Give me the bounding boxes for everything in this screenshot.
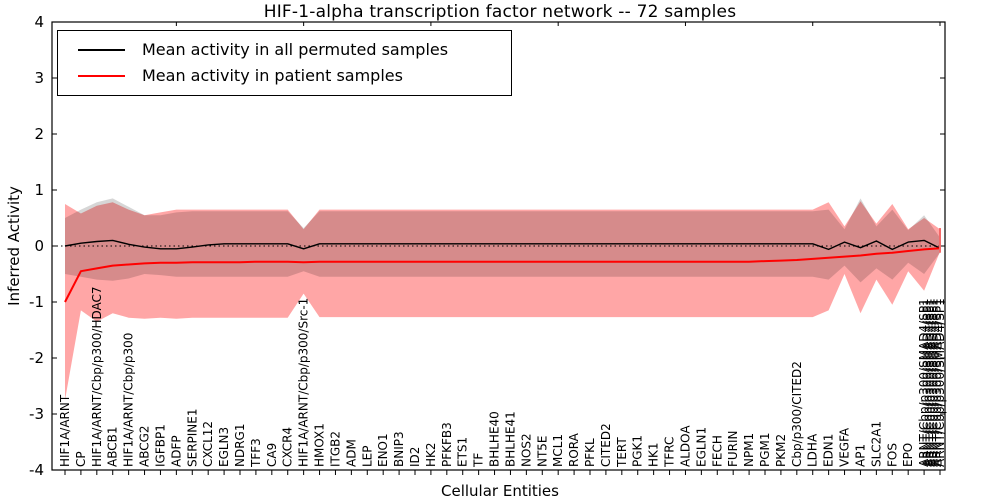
x-tick-label: CXCL12	[201, 421, 215, 467]
x-tick-label: ADM	[344, 439, 358, 467]
x-tick-label: NDRG1	[233, 424, 247, 468]
y-tick-label: -4	[29, 461, 44, 479]
y-tick-label: 1	[34, 181, 44, 199]
y-tick-label: -1	[29, 293, 44, 311]
x-tick-label: CXCR4	[281, 427, 295, 467]
x-tick-label: PFKL	[583, 438, 597, 467]
permuted-mean-line	[64, 239, 941, 251]
x-tick-label: VEGFA	[838, 427, 852, 467]
x-tick-label: TF	[472, 453, 486, 468]
x-tick-label: HMOX1	[313, 423, 327, 467]
y-tick-label: 2	[34, 125, 44, 143]
x-tick-label: CA9	[265, 443, 279, 467]
legend-label: Mean activity in patient samples	[142, 66, 403, 86]
x-tick-label: ALDOA	[678, 425, 692, 467]
x-tick-label: FECH	[710, 435, 724, 467]
chart-title: HIF-1-alpha transcription factor network…	[263, 2, 737, 22]
x-axis-title: Cellular Entities	[441, 482, 559, 500]
x-tick-label: BHLHE41	[503, 411, 517, 467]
x-tick-label: MCL1	[551, 434, 565, 467]
x-tick-label-cluster: ARNT/Cbp/p300/SMAD4/SP1	[933, 298, 947, 467]
x-tick-label-cluster: ARNT/Cbp/p300/SMAD4/SP1	[927, 298, 941, 467]
x-tick-label: BHLHE40	[488, 411, 502, 467]
x-tick-label: HIF1A/ARNT/Cbp/p300	[122, 333, 136, 467]
x-tick-label: LDHA	[806, 433, 820, 467]
x-tick-label: ABCB1	[106, 427, 120, 467]
legend-line-swatch	[78, 48, 125, 51]
x-tick-label: TFRC	[663, 437, 677, 468]
x-tick-label: BNIP3	[392, 431, 406, 467]
x-tick-label: PKM2	[774, 434, 788, 467]
x-tick-label: CP	[74, 451, 88, 467]
x-tick-label: EDN1	[822, 434, 836, 467]
legend-entry-patient: Mean activity in patient samples	[78, 68, 511, 84]
x-tick-label: ITGB2	[328, 431, 342, 467]
x-tick-label: Cbp/p300/CITED2	[790, 361, 804, 467]
x-tick-label: IGFBP1	[153, 424, 167, 467]
x-tick-label: ABCG2	[138, 425, 152, 467]
x-tick-label: EPO	[901, 443, 915, 467]
x-tick-label: PGK1	[631, 435, 645, 467]
x-tick-label: LEP	[360, 445, 374, 467]
x-tick-label: FOS	[885, 443, 899, 467]
x-tick-label: EGLN1	[694, 427, 708, 467]
band-patient-range	[65, 201, 940, 400]
legend-label: Mean activity in all permuted samples	[142, 39, 449, 59]
x-tick-label: HK1	[647, 442, 661, 467]
x-tick-label: NOS2	[519, 433, 533, 467]
x-tick-label: TERT	[615, 437, 629, 468]
x-tick-label: SERPINE1	[185, 408, 199, 467]
x-tick-label: HIF1A/ARNT	[58, 394, 72, 467]
x-tick-label: CITED2	[599, 423, 613, 467]
x-tick-label: ADFP	[169, 435, 183, 467]
y-tick-label: -3	[29, 405, 44, 423]
x-tick-label: RORA	[567, 432, 581, 467]
x-tick-label-cluster: ARNT/Cbp/p300/SMAD4/SP1	[930, 298, 944, 467]
x-tick-label: EGLN3	[217, 427, 231, 467]
y-tick-label: 3	[34, 69, 44, 87]
x-tick-label: PGM1	[758, 432, 772, 467]
x-tick-label: HK2	[424, 442, 438, 467]
legend: Mean activity in all permuted samples Me…	[57, 30, 512, 96]
patient-mean-line	[64, 247, 941, 303]
x-tick-label: SLC2A1	[869, 421, 883, 467]
x-tick-label: NPM1	[742, 433, 756, 467]
x-tick-label: TFF3	[249, 438, 263, 468]
x-tick-label: HIF1A/ARNT/Cbp/p300/Src-1	[297, 298, 311, 467]
x-tick-label: ENO1	[376, 433, 390, 467]
x-tick-label-cluster: ARNT/Cbp/p300/SMAD4/SP1	[917, 298, 931, 467]
x-tick-label: ETS1	[456, 437, 470, 467]
x-tick-label: NT5E	[535, 435, 549, 467]
x-tick-label: AP1	[853, 444, 867, 467]
y-tick-label: 4	[34, 13, 44, 31]
y-axis-title: Inferred Activity	[5, 186, 23, 306]
x-tick-label: HIF1A/ARNT/Cbp/p300/HDAC7	[90, 286, 104, 467]
x-tick-label: FURIN	[726, 430, 740, 467]
x-tick-label: ID2	[408, 447, 422, 467]
legend-entry-permuted: Mean activity in all permuted samples	[78, 39, 511, 59]
y-tick-label: -2	[29, 349, 44, 367]
x-tick-label: PFKFB3	[440, 422, 454, 467]
x-tick-label-cluster: ARNT/Cbp/p300/SMAD4/SP1	[920, 298, 934, 467]
y-tick-label: 0	[34, 237, 44, 255]
legend-line-swatch	[78, 75, 125, 78]
x-tick-label-cluster: ARNT/Cbp/p300/SMAD4/SP1	[923, 298, 937, 467]
